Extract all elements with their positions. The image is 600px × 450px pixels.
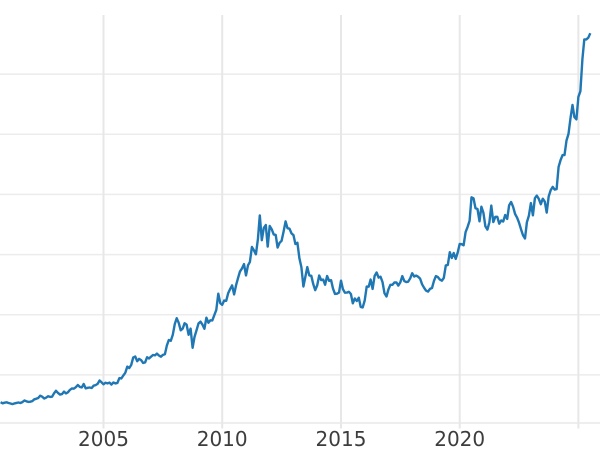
x-tick-label-2005: 2005	[78, 427, 129, 450]
vertical-gridlines	[102, 15, 580, 429]
x-tick-label-2020: 2020	[434, 427, 485, 450]
horizontal-gridlines	[0, 73, 600, 376]
x-tick-label-2015: 2015	[316, 427, 367, 450]
x-tick-label-2010: 2010	[197, 427, 248, 450]
price-line-series	[0, 32, 592, 406]
x-axis-tick-labels: 2005 2010 2015 2020	[78, 427, 485, 450]
